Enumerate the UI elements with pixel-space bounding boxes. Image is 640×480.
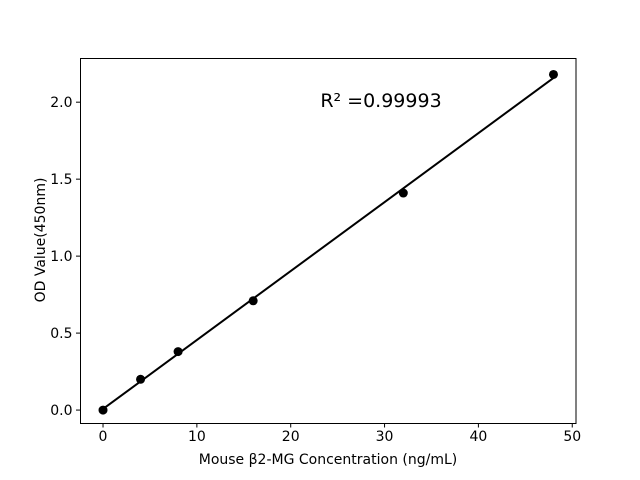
x-tick-label: 20	[282, 429, 300, 445]
y-tick-label: 1.0	[50, 249, 72, 265]
data-point	[136, 374, 146, 384]
y-axis-label: OD Value(450nm)	[33, 178, 49, 303]
data-point	[98, 405, 108, 415]
y-tick-label: 0.0	[50, 403, 72, 419]
x-tick-label: 0	[99, 429, 108, 445]
x-tick-label: 40	[469, 429, 487, 445]
data-point	[398, 188, 408, 198]
y-tick-label: 2.0	[50, 95, 72, 111]
y-tick-label: 0.5	[50, 326, 72, 342]
y-tick-label: 1.5	[50, 172, 72, 188]
x-axis-label: Mouse β2-MG Concentration (ng/mL)	[199, 452, 457, 468]
x-tick-label: 30	[376, 429, 394, 445]
x-tick-label: 10	[188, 429, 206, 445]
x-tick-label: 50	[563, 429, 581, 445]
data-point	[248, 296, 258, 306]
plot-border	[80, 58, 577, 424]
data-point	[548, 69, 558, 79]
data-point	[173, 347, 183, 357]
fit-line	[102, 76, 555, 410]
plot-area: 0 10 20 30 40 50 0.0 0.5 1.0 1.5 2.0	[50, 69, 581, 445]
annotation-r-squared: R² =0.99993	[320, 90, 441, 112]
